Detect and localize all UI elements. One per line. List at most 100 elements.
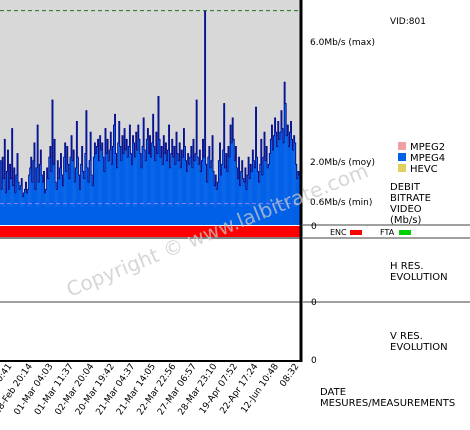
legend-label-mpeg4: MPEG4 <box>410 153 445 164</box>
bitrate-bar <box>104 128 107 225</box>
bitrate-bar <box>128 146 130 225</box>
bitrate-zero-label: 0 <box>311 222 317 232</box>
bitrate-bar <box>32 160 35 225</box>
x-axis-title-line-1: DATE <box>320 387 346 398</box>
bitrate-bar <box>0 160 2 225</box>
bitrate-bar <box>8 189 10 225</box>
bitrate-bar <box>23 192 25 225</box>
bitrate-bar <box>183 128 185 225</box>
bitrate-bar <box>118 121 120 225</box>
bitrate-bar <box>30 157 32 225</box>
bitrate-bar <box>234 160 236 225</box>
x-axis-title-line-2: MESURES/MEASUREMENTS <box>320 398 455 409</box>
bitrate-bar <box>102 157 105 225</box>
legend-label-hevc: HEVC <box>410 164 438 175</box>
bitrate-bar <box>147 128 149 225</box>
bitrate-bar <box>111 164 113 225</box>
bitrate-bar <box>205 164 207 225</box>
legend-swatch-mpeg4 <box>398 153 406 161</box>
bitrate-bar <box>167 150 169 225</box>
bitrate-bar <box>185 160 187 225</box>
h-res-zero-label: 0 <box>311 298 317 308</box>
bitrate-bar <box>213 171 215 225</box>
bitrate-bar <box>91 175 93 225</box>
bitrate-bar <box>133 142 135 225</box>
bitrate-bar <box>40 150 42 225</box>
max-label: 6.0Mb/s (max) <box>310 38 375 48</box>
bitrate-bar <box>89 160 91 225</box>
bitrate-bar <box>190 146 193 225</box>
bitrate-bar <box>83 178 85 225</box>
bitrate-bar <box>68 178 71 225</box>
bitrate-bar <box>268 164 270 225</box>
bitrate-bar <box>253 160 255 225</box>
bitrate-bar <box>214 185 216 225</box>
bitrate-bar <box>277 121 279 225</box>
bitrate-bar <box>267 167 269 225</box>
bitrate-bar <box>60 153 62 225</box>
bitrate-bar <box>80 164 82 225</box>
bitrate-bar <box>25 182 27 225</box>
bitrate-bar <box>37 125 39 225</box>
bitrate-bar <box>100 150 102 225</box>
bitrate-bar <box>274 117 276 225</box>
bitrate-bar <box>236 167 238 225</box>
bitrate-bar <box>154 160 156 225</box>
bitrate-bar <box>67 164 70 225</box>
bitrate-bar <box>191 167 194 225</box>
bitrate-bar <box>28 175 30 225</box>
bitrate-bar <box>13 167 15 225</box>
bitrate-bar <box>293 135 295 225</box>
bitrate-bar <box>251 171 253 225</box>
bitrate-bar <box>50 171 53 225</box>
bitrate-bar <box>250 164 252 225</box>
bitrate-bar <box>180 167 182 225</box>
bitrate-bar <box>56 189 58 225</box>
bitrate-bar <box>82 171 84 225</box>
bitrate-bar <box>9 164 11 225</box>
bitrate-bar <box>110 132 112 225</box>
bitrate-bar <box>265 160 267 225</box>
bitrate-bar <box>48 157 50 225</box>
bitrate-bar <box>19 189 21 225</box>
bitrate-bar <box>247 175 249 225</box>
bitrate-bar <box>159 139 161 225</box>
bitrate-bar <box>224 167 226 225</box>
bitrate-bar <box>225 153 228 225</box>
bitrate-bar <box>144 150 146 225</box>
bitrate-bar <box>24 189 26 225</box>
bitrate-bar <box>155 132 158 225</box>
bitrate-bar <box>7 150 9 225</box>
bitrate-bar <box>93 157 95 225</box>
bitrate-bar <box>33 142 36 225</box>
bitrate-bar <box>4 139 6 225</box>
bitrate-bar <box>233 139 235 225</box>
bitrate-bar <box>153 146 155 225</box>
bitrate-bar <box>170 153 172 225</box>
bitrate-bar <box>92 185 94 225</box>
bitrate-title-line-2: BITRATE <box>390 193 431 204</box>
bitrate-bar <box>295 164 297 225</box>
bitrate-bar <box>65 171 67 225</box>
bitrate-bar <box>1 189 3 225</box>
bitrate-bar <box>228 157 231 225</box>
bitrate-bar <box>230 125 232 225</box>
enc-label: ENC <box>330 228 347 237</box>
bitrate-title-line-1: DEBIT <box>390 182 421 193</box>
h-res-title-line-1: H RES. <box>390 261 424 272</box>
bitrate-bar <box>202 139 204 225</box>
bitrate-bar <box>207 157 209 225</box>
reference-lines <box>0 10 300 205</box>
bitrate-bar <box>21 178 23 225</box>
bitrate-bar <box>126 139 128 225</box>
bitrate-bar <box>20 185 22 225</box>
moy-label: 2.0Mb/s (moy) <box>310 158 375 168</box>
bitrate-bar <box>212 135 214 225</box>
bitrate-bar <box>271 125 273 225</box>
bitrate-bar <box>149 135 151 225</box>
bitrate-bar <box>101 142 103 225</box>
bitrate-bar <box>14 192 17 225</box>
bitrate-bar <box>288 146 290 225</box>
